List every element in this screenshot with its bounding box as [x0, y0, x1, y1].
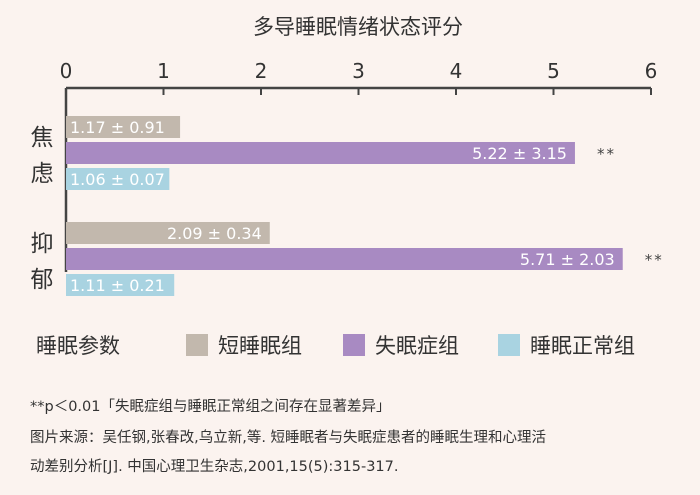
data-label: 5.22 ± 3.15 — [472, 144, 567, 163]
x-tick-label: 3 — [352, 59, 365, 83]
category-label: 郁 — [31, 267, 54, 293]
data-label: 1.11 ± 0.21 — [70, 276, 165, 295]
x-tick-label: 5 — [547, 59, 560, 83]
legend-title: 睡眠参数 — [36, 334, 120, 358]
bars: 1.17 ± 0.91 5.22 ± 3.15 ** 1.06 ± 0.07 2.09 … — [66, 116, 664, 296]
bar — [66, 116, 181, 138]
x-tick-label: 1 — [157, 59, 170, 83]
x-tick-label: 2 — [255, 59, 268, 83]
legend-item: 睡眠正常组 — [498, 330, 635, 360]
bar — [66, 168, 170, 190]
x-tick-label: 6 — [645, 59, 658, 83]
data-label: 2.09 ± 0.34 — [167, 224, 262, 243]
chart: 多导睡眠情绪状态评分 0 1 2 3 4 5 6 1.17 ± 0.91 5.22 ± 3.1… — [31, 15, 664, 296]
significance-note: **p＜0.01「失眠症组与睡眠正常组之间存在显著差异」 — [30, 399, 391, 415]
source-line-1: 图片来源：吴任钢,张春改,乌立新,等. 短睡眠者与失眠症患者的睡眠生理和心理活 — [30, 430, 547, 446]
data-label: 1.06 ± 0.07 — [70, 170, 165, 189]
legend-swatch — [343, 334, 365, 356]
category-label: 虑 — [31, 161, 54, 187]
legend-swatch — [186, 334, 208, 356]
legend-label: 睡眠正常组 — [530, 334, 635, 358]
bar — [66, 248, 623, 270]
legend-swatch — [498, 334, 520, 356]
x-tick-label: 0 — [60, 59, 73, 83]
source-line-2: 动差别分析[J]. 中国心理卫生杂志,2001,15(5):315-317. — [30, 459, 399, 475]
significance-marker: ** — [597, 145, 616, 163]
bar — [66, 142, 575, 164]
bar — [66, 274, 175, 296]
legend-item: 短睡眠组 — [186, 330, 302, 360]
bar — [66, 222, 270, 244]
legend-label: 短睡眠组 — [218, 334, 302, 358]
significance-marker: ** — [645, 251, 664, 269]
category-label: 焦 — [31, 125, 54, 151]
chart-title: 多导睡眠情绪状态评分 — [253, 15, 463, 39]
x-tick-label: 4 — [450, 59, 463, 83]
category-label: 抑 — [31, 231, 54, 257]
data-label: 1.17 ± 0.91 — [70, 118, 165, 137]
legend-item: 失眠症组 — [343, 330, 459, 360]
legend-label: 失眠症组 — [375, 334, 459, 358]
data-label: 5.71 ± 2.03 — [520, 250, 615, 269]
